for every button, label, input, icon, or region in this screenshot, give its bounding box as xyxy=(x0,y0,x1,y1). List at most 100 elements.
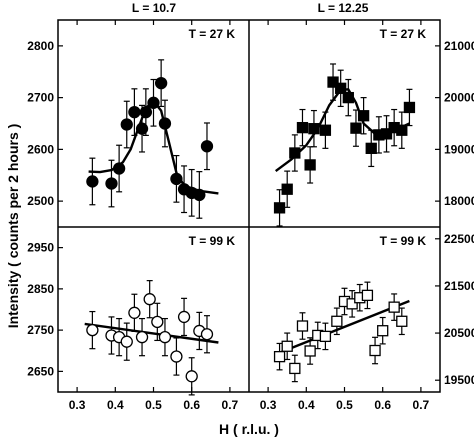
marker-square xyxy=(281,340,293,352)
marker-square xyxy=(273,202,286,214)
temperature-label: T = 27 K xyxy=(380,27,427,41)
marker-circle xyxy=(193,188,206,202)
y-tick-label: 18000 xyxy=(444,194,474,208)
data-point xyxy=(193,171,206,219)
marker-circle xyxy=(128,105,141,119)
marker-square xyxy=(319,330,332,343)
marker-square xyxy=(308,123,320,135)
data-point xyxy=(105,316,118,355)
y-tick-label: 21500 xyxy=(444,279,474,293)
marker-square xyxy=(380,128,393,140)
data-point xyxy=(331,307,343,336)
fit-curve xyxy=(275,299,410,356)
marker-circle xyxy=(120,335,133,348)
x-tick-label: 0.6 xyxy=(183,398,200,412)
data-point xyxy=(112,144,126,193)
data-point xyxy=(273,189,286,227)
marker-square xyxy=(403,101,416,114)
fit-curve xyxy=(84,322,219,344)
marker-square xyxy=(335,82,347,94)
data-point xyxy=(185,357,198,396)
data-point xyxy=(281,332,293,361)
data-point xyxy=(308,109,320,148)
data-point xyxy=(86,310,99,350)
data-point xyxy=(369,336,381,365)
marker-circle xyxy=(147,96,160,109)
x-tick-label: 0.7 xyxy=(222,398,239,412)
y-tick-label: 2750 xyxy=(27,323,54,337)
data-point xyxy=(154,59,168,108)
data-point xyxy=(357,97,370,135)
data-point xyxy=(200,315,214,354)
marker-circle xyxy=(105,177,118,190)
marker-square xyxy=(365,142,377,154)
data-point xyxy=(319,322,332,351)
marker-square xyxy=(342,91,354,104)
data-point xyxy=(135,317,149,357)
y-tick-label: 2950 xyxy=(27,241,54,255)
marker-circle xyxy=(143,293,156,306)
temperature-label: T = 27 K xyxy=(189,27,236,41)
marker-square xyxy=(396,315,408,327)
data-point xyxy=(304,146,316,184)
y-tick-label: 20500 xyxy=(444,326,474,340)
x-tick-label: 0.5 xyxy=(145,398,162,412)
marker-circle xyxy=(158,117,172,130)
data-point xyxy=(143,280,156,319)
marker-square xyxy=(319,124,332,136)
data-point xyxy=(365,129,377,168)
x-tick-label: 0.4 xyxy=(298,398,315,412)
marker-circle xyxy=(177,310,191,324)
panel-L10.7-T99K: 2650 2750 2850 2950 T = 99 K xyxy=(27,234,235,396)
data-point xyxy=(273,342,286,371)
y-tick-label: 20000 xyxy=(444,91,474,105)
marker-circle xyxy=(86,323,99,337)
panel-L12.25-T99K: 19500 20500 21500 22500 T = 99 K xyxy=(267,232,474,392)
x-axis-title: H ( r.l.u. ) xyxy=(219,421,279,437)
x-tick-label: 0.4 xyxy=(107,398,124,412)
data-point xyxy=(289,354,301,383)
marker-square xyxy=(396,124,408,136)
data-point xyxy=(335,69,347,108)
marker-circle xyxy=(200,328,214,341)
column-title-right: L = 12.25 xyxy=(318,1,369,15)
marker-circle xyxy=(170,350,183,363)
marker-square xyxy=(369,344,381,357)
marker-circle xyxy=(200,140,214,153)
data-point xyxy=(281,170,293,208)
panel-L10.7-T27K: 2500 2600 2700 2800 T = 27 K xyxy=(27,20,236,219)
data-point xyxy=(120,100,133,149)
marker-square xyxy=(350,122,362,134)
marker-circle xyxy=(86,175,99,188)
data-point xyxy=(380,115,393,153)
data-point xyxy=(170,154,183,203)
y-tick-label: 2500 xyxy=(27,194,54,208)
data-point xyxy=(86,157,99,206)
marker-circle xyxy=(154,76,168,90)
temperature-label: T = 99 K xyxy=(380,234,427,248)
x-tick-label: 0.3 xyxy=(260,398,277,412)
data-point xyxy=(327,63,339,101)
marker-square xyxy=(377,325,389,337)
marker-square xyxy=(357,110,370,122)
marker-circle xyxy=(158,330,172,344)
data-point xyxy=(396,111,408,149)
marker-square xyxy=(296,121,309,134)
data-point xyxy=(128,88,141,137)
y-tick-label: 2700 xyxy=(27,91,54,105)
marker-circle xyxy=(170,172,183,186)
x-tick-label: 0.6 xyxy=(374,398,391,412)
data-point xyxy=(158,317,172,357)
data-point xyxy=(350,109,362,147)
data-point xyxy=(147,78,160,127)
data-point xyxy=(105,159,118,208)
data-point xyxy=(403,88,416,127)
data-point xyxy=(338,287,351,316)
marker-square xyxy=(289,362,301,375)
marker-square xyxy=(304,159,316,171)
marker-square xyxy=(296,320,309,332)
marker-square xyxy=(304,345,316,357)
x-tick-label: 0.7 xyxy=(413,398,430,412)
